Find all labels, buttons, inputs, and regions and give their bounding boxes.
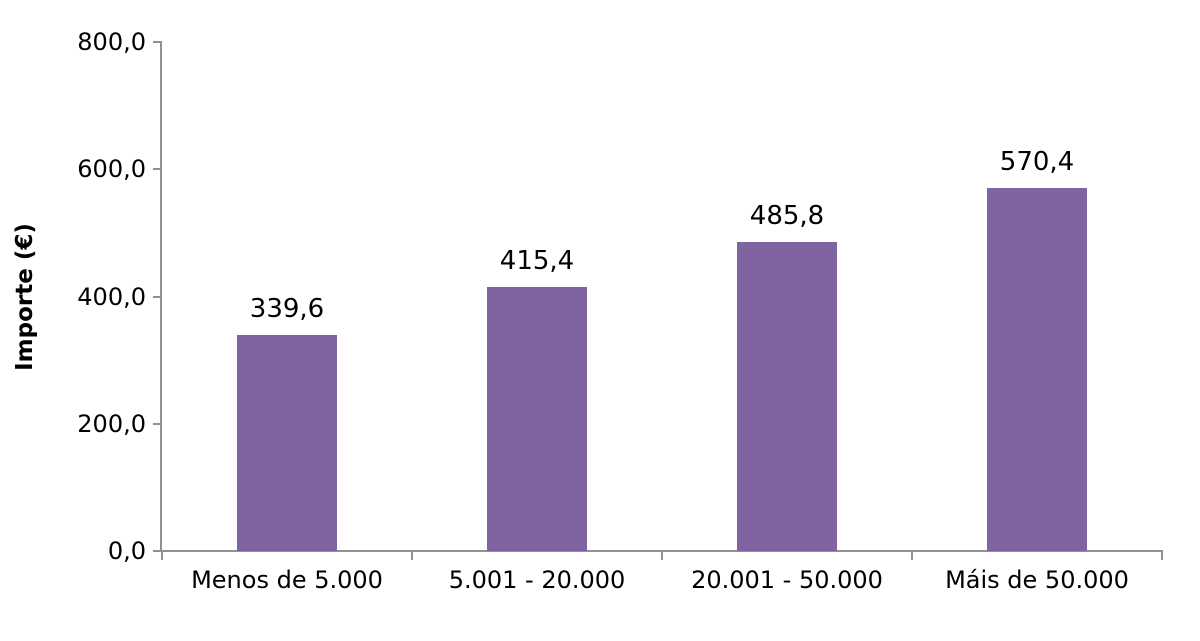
y-tick-label: 200,0 — [77, 409, 146, 438]
y-tick-mark — [153, 295, 162, 298]
y-tick-mark — [153, 422, 162, 425]
y-tick-mark — [153, 168, 162, 171]
x-tick-mark — [161, 551, 163, 560]
category-label: Máis de 50.000 — [945, 566, 1129, 594]
x-tick-mark — [661, 551, 663, 560]
y-tick-mark — [153, 41, 162, 43]
x-tick-mark — [911, 551, 913, 560]
bar-value-label: 415,4 — [499, 246, 575, 276]
bar-1 — [487, 287, 587, 551]
bar-value-label: 339,6 — [249, 294, 325, 324]
x-tick-mark — [1161, 551, 1163, 560]
bar-3 — [987, 188, 1087, 551]
category-label: Menos de 5.000 — [191, 566, 383, 594]
y-tick-label: 800,0 — [77, 28, 146, 56]
bar-value-label: 570,4 — [999, 147, 1075, 177]
category-label: 20.001 - 50.000 — [691, 566, 883, 594]
y-tick-label: 400,0 — [77, 282, 146, 311]
y-axis-line — [160, 42, 162, 552]
y-tick-label: 0,0 — [107, 537, 146, 565]
bar-0 — [237, 335, 337, 551]
y-tick-label: 600,0 — [77, 155, 146, 184]
bar-2 — [737, 242, 837, 551]
bar-value-label: 485,8 — [749, 201, 825, 231]
y-tick-mark — [153, 550, 162, 552]
x-tick-mark — [411, 551, 413, 560]
category-label: 5.001 - 20.000 — [448, 566, 626, 594]
